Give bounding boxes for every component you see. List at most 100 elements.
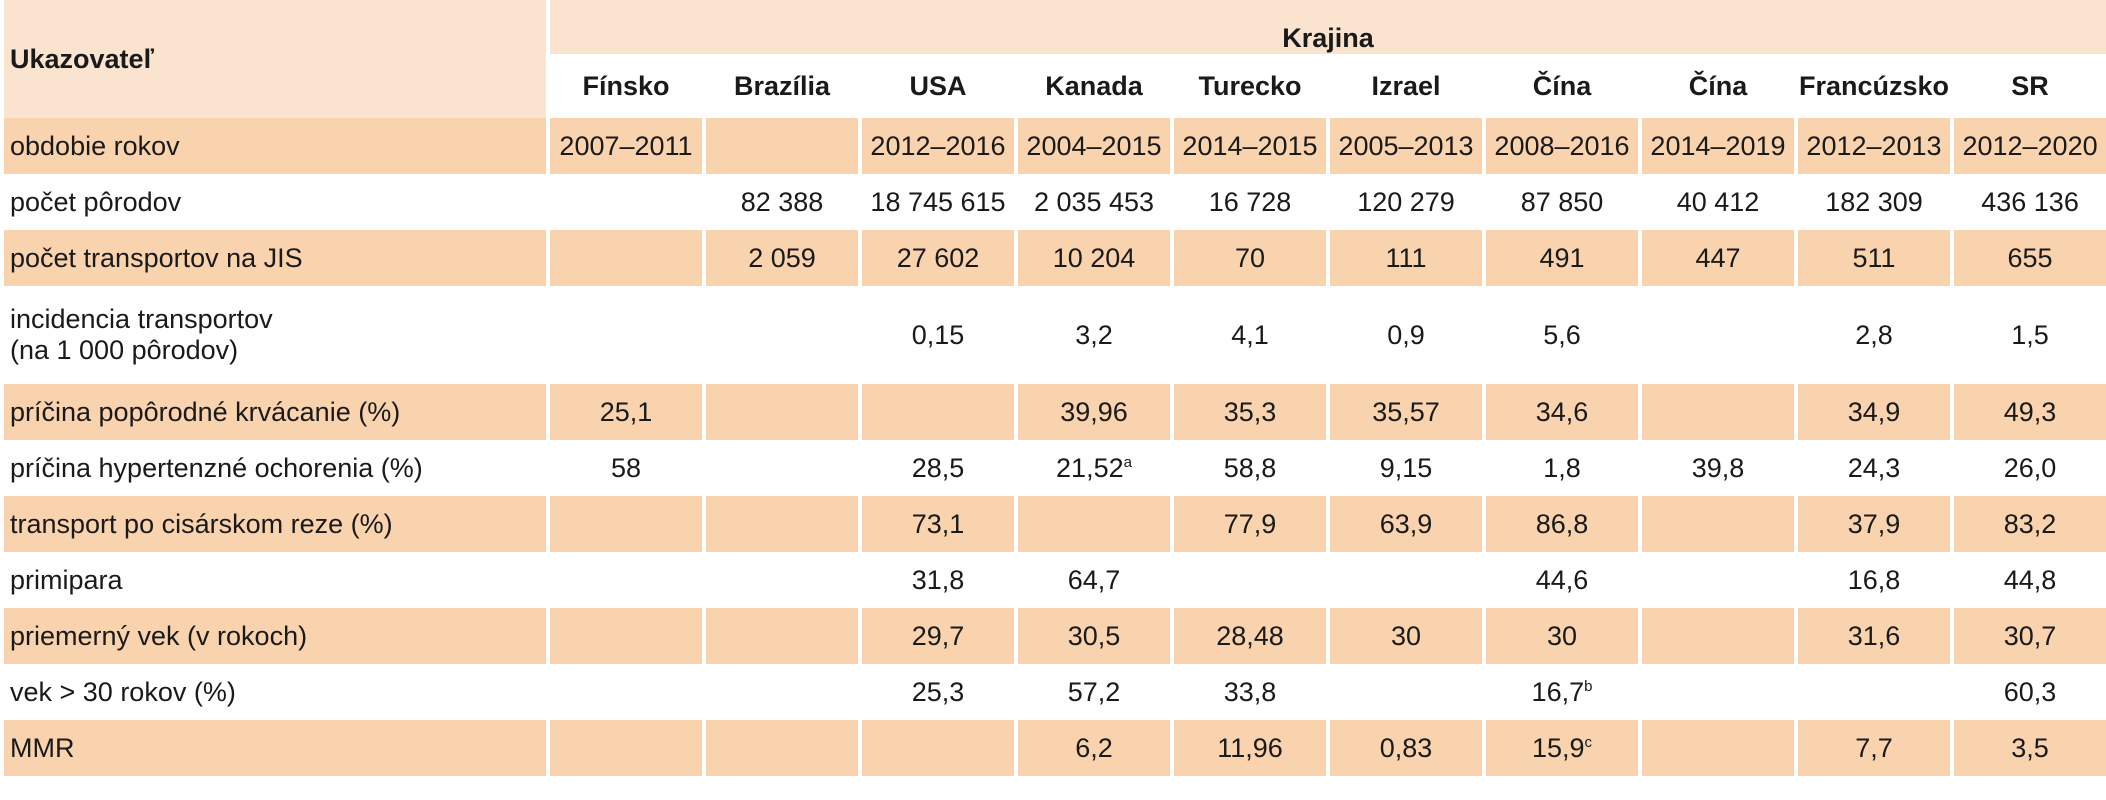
table-row: incidencia transportov (na 1 000 pôrodov)… bbox=[4, 286, 2106, 384]
table-cell: 111 bbox=[1330, 230, 1482, 286]
table-cell: 60,3 bbox=[1954, 664, 2106, 720]
table-cell bbox=[706, 440, 858, 496]
table-cell: 34,9 bbox=[1798, 384, 1950, 440]
cell-value: 39,8 bbox=[1691, 452, 1745, 483]
cell-value: 2012–2016 bbox=[870, 130, 1006, 161]
country-header: Čína bbox=[1486, 54, 1638, 118]
table-cell: 655 bbox=[1954, 230, 2106, 286]
table-cell: 77,9 bbox=[1174, 496, 1326, 552]
country-header: Francúzsko bbox=[1798, 54, 1950, 118]
table-cell: 25,3 bbox=[862, 664, 1014, 720]
table-cell bbox=[706, 286, 858, 384]
table-cell: 30 bbox=[1330, 608, 1482, 664]
cell-value: 25,1 bbox=[599, 396, 653, 427]
cell-value: 2014–2019 bbox=[1650, 130, 1786, 161]
cell-value: 37,9 bbox=[1847, 508, 1901, 539]
table-cell: 70 bbox=[1174, 230, 1326, 286]
cell-value: 182 309 bbox=[1825, 186, 1923, 217]
table-row: primipara 31,8 64,7 44,6 16,8 44,8 bbox=[4, 552, 2106, 608]
table-row: príčina popôrodné krvácanie (%) 25,1 39,96… bbox=[4, 384, 2106, 440]
table-cell: 26,0 bbox=[1954, 440, 2106, 496]
cell-value: 49,3 bbox=[2003, 396, 2057, 427]
row-label-text: príčina hypertenzné ochorenia (%) bbox=[10, 452, 423, 483]
table-cell bbox=[550, 174, 702, 230]
cell-value: 64,7 bbox=[1067, 564, 1121, 595]
table-cell: 511 bbox=[1798, 230, 1950, 286]
table-cell: 31,8 bbox=[862, 552, 1014, 608]
table-cell: 58,8 bbox=[1174, 440, 1326, 496]
cell-value: 15,9 bbox=[1531, 732, 1585, 763]
cell-value: 40 412 bbox=[1676, 186, 1760, 217]
table-cell bbox=[706, 496, 858, 552]
row-label-text: obdobie rokov bbox=[10, 130, 180, 161]
table-cell: 10 204 bbox=[1018, 230, 1170, 286]
table-cell: 2007–2011 bbox=[550, 118, 702, 174]
table-cell bbox=[1642, 384, 1794, 440]
table-cell bbox=[1642, 664, 1794, 720]
cell-value: 436 136 bbox=[1981, 186, 2079, 217]
cell-value: 82 388 bbox=[740, 186, 824, 217]
cell-value: 0,15 bbox=[911, 319, 965, 350]
table-row: priemerný vek (v rokoch) 29,7 30,5 28,48 30 3… bbox=[4, 608, 2106, 664]
table-cell: 0,15 bbox=[862, 286, 1014, 384]
table-cell: 16,8 bbox=[1798, 552, 1950, 608]
cell-value: 58 bbox=[610, 452, 642, 483]
country-header: Turecko bbox=[1174, 54, 1326, 118]
row-label: počet transportov na JIS bbox=[4, 230, 546, 286]
cell-value: 73,1 bbox=[911, 508, 965, 539]
row-label: obdobie rokov bbox=[4, 118, 546, 174]
cell-value: 30,5 bbox=[1067, 620, 1121, 651]
table-cell: 30 bbox=[1486, 608, 1638, 664]
row-label: primipara bbox=[4, 552, 546, 608]
cell-value: 1,8 bbox=[1543, 452, 1581, 483]
table-cell: 1,5 bbox=[1954, 286, 2106, 384]
table-cell: 2014–2015 bbox=[1174, 118, 1326, 174]
table-cell bbox=[706, 664, 858, 720]
row-label-text: príčina popôrodné krvácanie (%) bbox=[10, 396, 401, 427]
footnote-marker: c bbox=[1584, 733, 1593, 751]
cell-value: 2012–2020 bbox=[1962, 130, 2098, 161]
table-cell: 2012–2016 bbox=[862, 118, 1014, 174]
cell-value: 0,9 bbox=[1387, 319, 1425, 350]
row-label: príčina hypertenzné ochorenia (%) bbox=[4, 440, 546, 496]
table-cell: 30,7 bbox=[1954, 608, 2106, 664]
table-cell: 31,6 bbox=[1798, 608, 1950, 664]
table-row: vek > 30 rokov (%) 25,3 57,2 33,8 16,7b 60,3 bbox=[4, 664, 2106, 720]
cell-value: 44,8 bbox=[2003, 564, 2057, 595]
table-cell bbox=[862, 384, 1014, 440]
cell-value: 28,48 bbox=[1216, 620, 1284, 651]
cell-value: 83,2 bbox=[2003, 508, 2057, 539]
table-cell: 436 136 bbox=[1954, 174, 2106, 230]
table-cell bbox=[1330, 552, 1482, 608]
table-cell: 5,6 bbox=[1486, 286, 1638, 384]
row-label: incidencia transportov (na 1 000 pôrodov) bbox=[4, 286, 546, 384]
table-cell: 82 388 bbox=[706, 174, 858, 230]
table-cell: 6,2 bbox=[1018, 720, 1170, 776]
table-cell bbox=[550, 664, 702, 720]
cell-value: 30 bbox=[1546, 620, 1578, 651]
table-cell: 2,8 bbox=[1798, 286, 1950, 384]
table-cell: 9,15 bbox=[1330, 440, 1482, 496]
table-cell bbox=[1642, 496, 1794, 552]
cell-value: 2005–2013 bbox=[1338, 130, 1474, 161]
table-cell: 21,52a bbox=[1018, 440, 1170, 496]
table-cell: 0,83 bbox=[1330, 720, 1482, 776]
cell-value: 35,3 bbox=[1223, 396, 1277, 427]
cell-value: 6,2 bbox=[1075, 732, 1113, 763]
cell-value: 2014–2015 bbox=[1182, 130, 1318, 161]
table-cell bbox=[1174, 552, 1326, 608]
cell-value: 120 279 bbox=[1357, 186, 1455, 217]
cell-value: 86,8 bbox=[1535, 508, 1589, 539]
cell-value: 34,6 bbox=[1535, 396, 1589, 427]
table-cell: 83,2 bbox=[1954, 496, 2106, 552]
table-cell: 73,1 bbox=[862, 496, 1014, 552]
cell-value: 70 bbox=[1234, 242, 1266, 273]
country-header: USA bbox=[862, 54, 1014, 118]
table-cell: 2 035 453 bbox=[1018, 174, 1170, 230]
table-cell: 28,5 bbox=[862, 440, 1014, 496]
table-cell: 182 309 bbox=[1798, 174, 1950, 230]
table-cell bbox=[706, 608, 858, 664]
cell-value: 87 850 bbox=[1520, 186, 1604, 217]
cell-value: 5,6 bbox=[1543, 319, 1581, 350]
